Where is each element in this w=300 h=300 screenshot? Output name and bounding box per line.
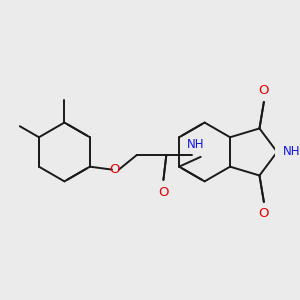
- Text: NH: NH: [187, 138, 205, 151]
- Text: O: O: [110, 163, 120, 176]
- Text: O: O: [259, 207, 269, 220]
- Text: O: O: [158, 186, 169, 199]
- Text: NH: NH: [283, 146, 300, 158]
- Text: O: O: [259, 84, 269, 97]
